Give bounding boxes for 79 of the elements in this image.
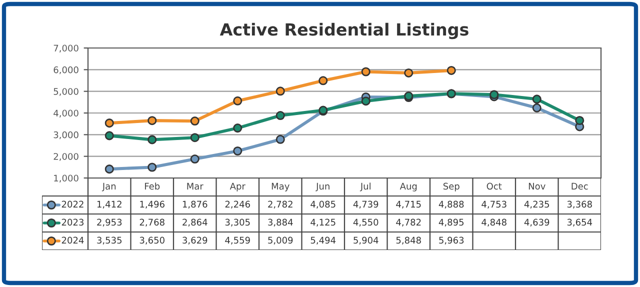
- data-label: 3,368: [567, 200, 592, 209]
- point: [318, 76, 328, 86]
- point: [233, 96, 242, 106]
- point: [233, 124, 242, 133]
- data-label: 3,535: [97, 236, 122, 245]
- data-label: 4,715: [396, 200, 421, 209]
- data-label: 5,963: [439, 236, 464, 245]
- point: [148, 116, 157, 126]
- point: [276, 111, 285, 120]
- point: [148, 162, 157, 172]
- data-label: 4,782: [396, 218, 421, 227]
- point: [532, 94, 542, 104]
- x-tick-label: Oct: [486, 182, 502, 190]
- x-tick-label: Mar: [187, 182, 204, 190]
- data-label: 5,904: [354, 236, 378, 245]
- data-label: 4,125: [310, 218, 336, 227]
- y-tick-label: 2,000: [54, 153, 78, 161]
- point: [276, 134, 285, 144]
- data-label: 2,864: [182, 218, 208, 227]
- x-tick-label: Jul: [360, 182, 370, 192]
- data-label: 4,235: [524, 200, 550, 209]
- point: [190, 116, 200, 126]
- point: [190, 154, 200, 164]
- data-label: 5,848: [396, 236, 421, 245]
- data-label: 2,246: [225, 200, 250, 209]
- x-tick-label: Nov: [528, 182, 546, 190]
- y-tick-label: 5,000: [54, 88, 78, 96]
- legend-label: 2023: [62, 218, 84, 226]
- data-label: 1,412: [97, 200, 122, 209]
- point: [446, 66, 456, 75]
- data-label: 4,550: [353, 218, 378, 227]
- chart-title: Active Residential Listings: [220, 22, 468, 40]
- data-label: 4,753: [482, 200, 506, 209]
- legend-label: 2024: [62, 236, 84, 244]
- y-tick-label: 1,000: [54, 174, 78, 182]
- data-label: 3,629: [182, 236, 208, 245]
- point: [104, 118, 114, 128]
- x-tick-label: Feb: [145, 182, 160, 190]
- point: [361, 67, 370, 76]
- data-label: 1,496: [140, 200, 164, 209]
- data-label: 3,884: [268, 218, 293, 227]
- point: [532, 103, 542, 112]
- data-label: 5,009: [268, 236, 293, 245]
- data-label: 5,494: [310, 236, 336, 245]
- data-label: 2,782: [268, 200, 292, 209]
- data-label: 4,848: [482, 218, 506, 227]
- point: [361, 96, 370, 106]
- y-tick-label: 7,000: [54, 44, 78, 52]
- x-tick-label: May: [272, 182, 290, 192]
- x-tick-label: Dec: [572, 182, 588, 190]
- data-label: 4,559: [225, 236, 250, 245]
- data-label: 4,639: [524, 218, 550, 227]
- data-label: 4,888: [438, 200, 464, 209]
- x-tick-label: Sep: [443, 182, 460, 192]
- data-label: 3,305: [225, 218, 250, 227]
- point: [575, 116, 584, 126]
- data-label: 3,650: [140, 236, 164, 245]
- point: [104, 131, 114, 140]
- x-tick-label: Jan: [102, 182, 116, 192]
- point: [276, 86, 285, 96]
- data-label: 2,768: [140, 218, 164, 227]
- y-tick-label: 4,000: [54, 110, 78, 118]
- point: [233, 146, 242, 156]
- data-label: 4,739: [353, 200, 378, 209]
- point: [148, 135, 157, 144]
- point: [104, 164, 114, 174]
- data-label: 4,895: [438, 218, 464, 227]
- data-label: 1,876: [182, 200, 208, 209]
- data-label: 3,654: [567, 218, 592, 227]
- x-tick-label: Aug: [400, 182, 417, 192]
- point: [404, 68, 414, 78]
- x-tick-label: Jun: [316, 182, 330, 192]
- y-tick-label: 6,000: [54, 66, 78, 74]
- data-label: 4,085: [310, 200, 336, 209]
- data-label: 2,953: [97, 218, 122, 227]
- y-tick-label: 3,000: [54, 131, 78, 140]
- point: [190, 133, 200, 142]
- x-tick-label: Apr: [230, 182, 246, 192]
- legend-label: 2022: [62, 200, 84, 208]
